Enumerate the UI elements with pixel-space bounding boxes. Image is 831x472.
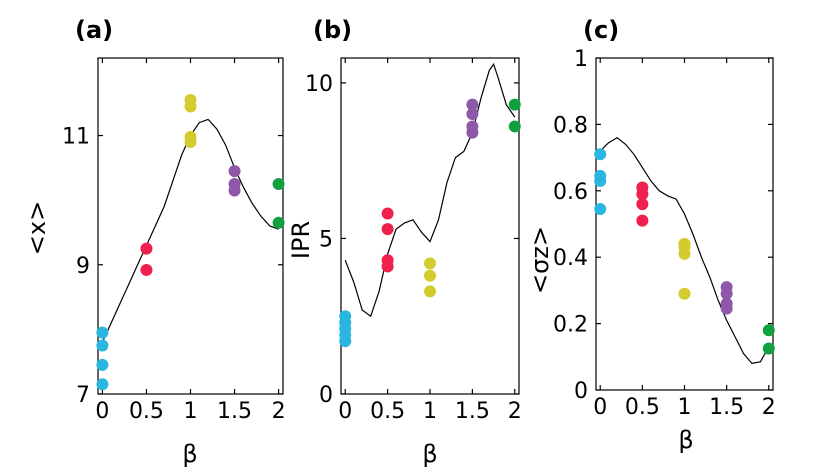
panel-c-ytick-label: 0: [574, 379, 588, 404]
panel-c-point: [594, 203, 607, 216]
panel-c-point: [762, 324, 775, 337]
panel-b-point: [381, 260, 394, 273]
panel-a-xlabel: β: [182, 440, 197, 468]
panel-c-point: [678, 247, 691, 260]
panel-b-axes-frame: [340, 57, 520, 395]
panel-c-point: [720, 287, 733, 300]
panel-b-point: [381, 223, 394, 236]
panel-a-point: [272, 216, 285, 229]
panel-b-point: [466, 126, 479, 139]
panel-c-label: (c): [583, 16, 619, 44]
panel-b-xlabel: β: [422, 440, 437, 468]
panel-c-point: [594, 174, 607, 187]
panel-a-point: [96, 326, 109, 339]
panel-c-ytick-label: 0.2: [553, 313, 588, 338]
panel-c-curve: [599, 136, 770, 365]
panel-c-xtick-label: 2: [762, 395, 776, 420]
panel-b-xtick-label: 0: [338, 399, 352, 424]
panel-a-point: [140, 242, 153, 255]
panel-a-xtick-label: 2: [272, 399, 286, 424]
panel-b-point: [466, 98, 479, 111]
panel-c-xtick-label: 0.5: [625, 395, 660, 420]
panel-b-point: [424, 269, 436, 282]
panel-a-point: [272, 178, 285, 190]
panel-c-point: [636, 198, 649, 211]
panel-c-ylabel: <σz>: [526, 226, 554, 294]
panel-a-ytick-label: 11: [62, 125, 90, 150]
panel-c-xtick-label: 0: [593, 395, 607, 420]
panel-b-xtick-label: 0.5: [370, 399, 405, 424]
panel-a-xtick-label: 1.5: [217, 399, 252, 424]
panel-b-label: (b): [313, 16, 352, 44]
panel-b-point: [508, 98, 521, 111]
panel-c-point: [636, 188, 649, 201]
panel-b-point: [508, 120, 521, 133]
panel-c-point: [762, 342, 775, 355]
panel-a-ylabel: <x>: [23, 201, 51, 255]
panel-b-point: [381, 207, 394, 220]
panel-c-xlabel: β: [678, 426, 693, 454]
panel-c-xtick-label: 1: [678, 395, 692, 420]
panel-a-point: [96, 339, 109, 352]
panel-a-point: [96, 378, 109, 391]
panel-b-xtick-label: 1: [423, 399, 437, 424]
panel-c: (c) <σz> β 0 0.5 1 1.5 2 0 0.2 0.4 0.6 0.8 1: [526, 16, 776, 454]
panel-b-curve: [344, 62, 516, 318]
panel-a-ytick-label: 9: [76, 254, 90, 279]
panel-c-point: [636, 214, 649, 227]
panel-a-label: (a): [75, 16, 113, 44]
panel-a-point: [140, 263, 153, 276]
panel-a-point: [96, 358, 109, 371]
panel-b-ytick-label: 10: [305, 72, 333, 97]
panel-b-xtick-label: 2: [508, 399, 522, 424]
panel-b: (b) IPR β 0 0.5 1 1.5 2 0 5 10: [287, 16, 522, 468]
panel-a-xtick-label: 0: [95, 399, 109, 424]
panel-b-point: [424, 285, 436, 298]
panel-c-ytick-label: 0.4: [553, 246, 588, 271]
panel-b-xtick-label: 1.5: [455, 399, 490, 424]
panel-a-point: [184, 136, 197, 148]
panel-b-ytick-label: 0: [319, 383, 333, 408]
panel-a-xtick-label: 1: [184, 399, 198, 424]
panel-b-point: [424, 257, 436, 270]
panel-c-ytick-label: 1: [574, 47, 588, 72]
panel-c-xtick-label: 1.5: [709, 395, 744, 420]
panel-b-point: [466, 108, 479, 120]
panel-b-point: [339, 335, 352, 348]
panel-a-point: [184, 100, 197, 113]
panel-a-xtick-label: 0.5: [129, 399, 164, 424]
panel-a: (a) <x> β 0 0.5 1 1.5 2 7 9 11: [23, 16, 286, 468]
panel-c-axes-frame: [595, 57, 774, 391]
panel-c-point: [678, 287, 691, 300]
panel-a-point: [228, 184, 241, 197]
panel-b-ylabel: IPR: [287, 221, 315, 259]
panel-c-ytick-label: 0.8: [553, 113, 588, 138]
panel-c-point: [720, 302, 733, 315]
panel-c-point: [594, 148, 607, 161]
panel-a-curve: [101, 118, 279, 343]
panel-b-ytick-label: 5: [319, 227, 333, 252]
panel-c-ytick-label: 0.6: [553, 180, 588, 205]
panel-a-point: [228, 165, 241, 178]
panel-a-ytick-label: 7: [76, 383, 90, 408]
